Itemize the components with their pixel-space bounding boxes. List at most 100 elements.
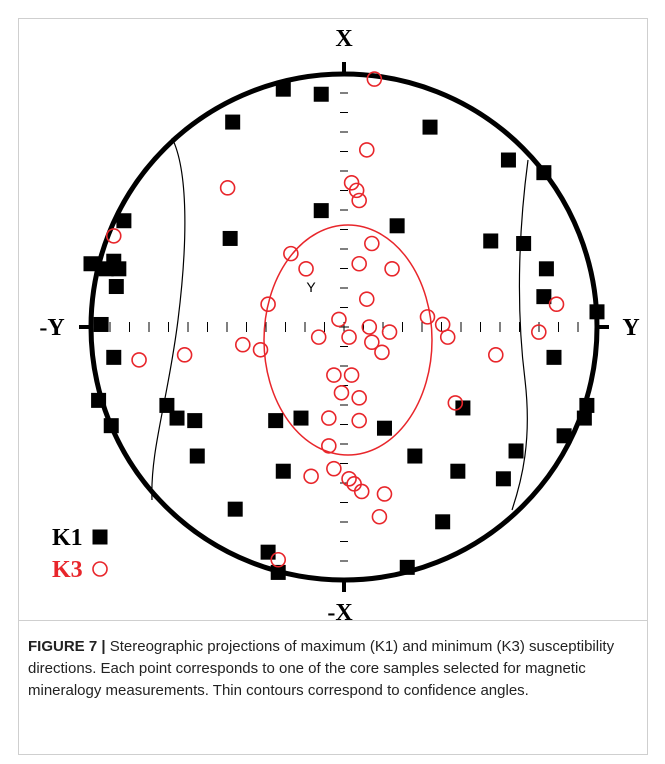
k-point [187, 413, 203, 429]
k-point [321, 438, 337, 454]
k-point [419, 309, 436, 325]
k-point [381, 324, 398, 340]
k-point [353, 483, 370, 500]
k-point [303, 468, 319, 485]
k-point [326, 460, 342, 477]
k-point [176, 347, 193, 363]
legend-marker [92, 529, 108, 545]
k-point [376, 420, 392, 436]
k-point [422, 119, 438, 135]
k-point [159, 397, 175, 413]
k-point [399, 559, 415, 575]
k-point [351, 412, 367, 429]
caption-label: FIGURE 7 | [28, 638, 106, 655]
k-point [235, 336, 251, 353]
k-point [576, 410, 592, 426]
k-point [225, 114, 241, 130]
k-point [131, 352, 147, 368]
k-point [389, 218, 405, 234]
k-point [407, 448, 423, 464]
k-point [450, 463, 466, 479]
k-point [361, 319, 378, 335]
k-point [341, 470, 357, 487]
k-point [343, 367, 360, 383]
k-point [548, 296, 565, 313]
k-point [358, 142, 375, 158]
k-point [366, 71, 383, 87]
k-point [111, 261, 127, 277]
k-point [275, 463, 291, 479]
k-point [83, 256, 99, 272]
k-point [283, 245, 299, 262]
k-point [93, 316, 109, 332]
points [83, 71, 605, 580]
k-point [310, 329, 327, 345]
k-point [331, 311, 347, 328]
k-point [455, 400, 471, 416]
k-point [189, 448, 205, 464]
k-point [435, 514, 451, 530]
legend-label: K3 [52, 557, 83, 583]
figure-frame [18, 18, 648, 755]
k-point [348, 182, 365, 199]
legend-marker [92, 561, 108, 577]
k-point [252, 341, 269, 358]
k-point [103, 418, 119, 434]
net-circle [88, 71, 600, 583]
k-point [376, 486, 393, 502]
k-point [364, 334, 380, 350]
k-point [556, 428, 572, 444]
k-point [298, 261, 314, 277]
k-point [538, 261, 554, 277]
k-point [343, 174, 360, 191]
k-point [313, 86, 329, 102]
k-point [508, 443, 524, 459]
k-point [108, 279, 124, 295]
k-point [222, 230, 238, 246]
k-point [439, 329, 456, 345]
k-point [270, 564, 286, 580]
k-point [384, 261, 400, 277]
k-point [333, 384, 350, 401]
annotation: Y [306, 279, 316, 295]
k-point [321, 410, 337, 426]
k-point [270, 551, 287, 568]
confidence-contour [151, 137, 186, 501]
k-point [589, 304, 605, 320]
k-point [579, 397, 595, 413]
k-point [105, 228, 122, 244]
axis-label: -X [327, 600, 353, 626]
k-point [536, 289, 552, 305]
confidence-contour [511, 159, 529, 511]
k-point [260, 296, 276, 313]
k-point [116, 213, 132, 229]
k-point [483, 233, 499, 249]
k-point [351, 255, 367, 272]
k-point [169, 410, 185, 426]
axis-label: Y [622, 315, 639, 341]
k-point [313, 203, 329, 219]
k-point [374, 344, 390, 361]
k-point [268, 413, 284, 429]
k-point [219, 180, 236, 196]
k-point [91, 392, 107, 408]
k-point [371, 508, 388, 525]
caption-text: Stereographic projections of maximum (K1… [28, 638, 615, 699]
k-point [260, 544, 276, 560]
k-point [351, 192, 367, 209]
k-point [275, 81, 291, 97]
caption: FIGURE 7 | Stereographic projections of … [28, 636, 640, 702]
k-point [487, 347, 504, 363]
k-point [536, 165, 552, 181]
k-point [500, 152, 516, 168]
k-point [227, 501, 243, 517]
k-point [546, 349, 562, 365]
axis-label: -Y [39, 315, 64, 341]
axis-label: X [335, 26, 353, 52]
k-point [358, 291, 375, 307]
legend-label: K1 [52, 525, 83, 551]
k-point [351, 390, 367, 406]
k-point [516, 236, 532, 252]
